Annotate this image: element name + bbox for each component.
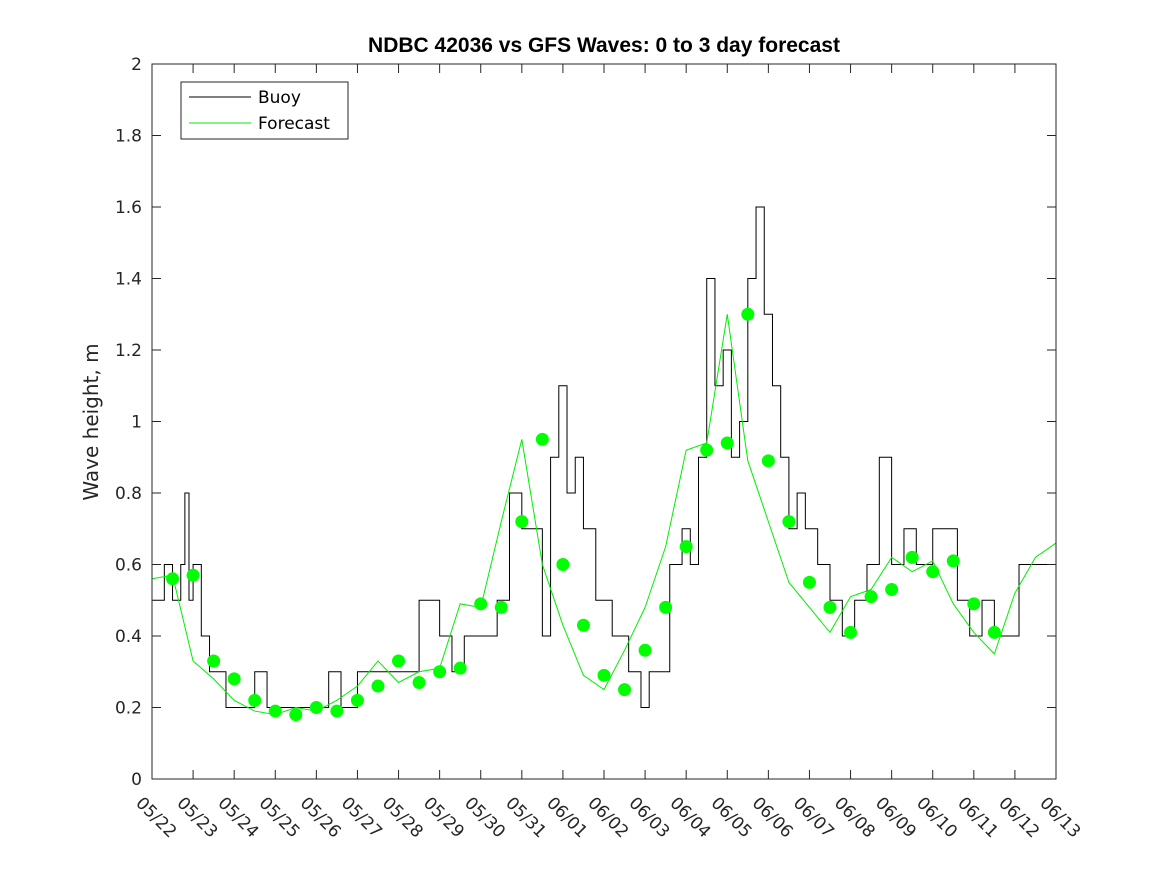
forecast-marker xyxy=(248,693,262,707)
chart-title: NDBC 42036 vs GFS Waves: 0 to 3 day fore… xyxy=(368,34,840,57)
forecast-marker xyxy=(350,693,364,707)
forecast-marker xyxy=(638,643,652,657)
forecast-marker xyxy=(556,558,570,571)
forecast-marker xyxy=(802,575,816,589)
forecast-marker xyxy=(782,515,796,529)
y-tick-label: 1 xyxy=(131,413,142,433)
forecast-marker xyxy=(844,625,858,639)
y-tick-label: 0.6 xyxy=(115,556,142,576)
forecast-marker xyxy=(371,679,385,693)
forecast-line xyxy=(151,314,1057,716)
forecast-marker xyxy=(186,568,200,582)
y-tick-label: 1.4 xyxy=(115,270,142,290)
buoy-line xyxy=(152,206,1056,708)
forecast-marker xyxy=(392,654,406,668)
forecast-marker xyxy=(864,590,878,604)
forecast-marker xyxy=(967,597,981,611)
forecast-marker xyxy=(515,515,529,529)
forecast-marker xyxy=(166,572,180,586)
forecast-marker xyxy=(659,600,673,614)
forecast-marker xyxy=(207,654,221,668)
forecast-marker xyxy=(618,683,632,697)
forecast-marker xyxy=(987,625,1001,639)
forecast-marker xyxy=(741,307,755,321)
forecast-marker xyxy=(535,432,549,446)
forecast-marker xyxy=(905,550,919,564)
forecast-marker xyxy=(700,443,714,457)
y-axis-label: Wave height, m xyxy=(79,343,103,500)
forecast-marker xyxy=(720,436,734,450)
forecast-marker xyxy=(289,708,303,722)
forecast-marker xyxy=(926,565,940,579)
forecast-marker xyxy=(474,597,488,611)
y-tick-label: 1.6 xyxy=(115,198,142,218)
forecast-marker xyxy=(227,672,241,686)
forecast-marker xyxy=(330,704,344,718)
y-tick-label: 1.8 xyxy=(115,127,142,147)
legend-forecast-label: Forecast xyxy=(258,114,330,134)
forecast-marker xyxy=(453,661,467,675)
y-tick-label: 1.2 xyxy=(115,341,142,361)
forecast-marker xyxy=(597,668,611,682)
y-tick-label: 0.2 xyxy=(115,699,142,719)
forecast-marker xyxy=(412,675,426,689)
legend-box xyxy=(180,81,349,140)
y-tick-label: 0.4 xyxy=(115,627,142,647)
forecast-marker xyxy=(268,704,282,718)
forecast-marker xyxy=(576,618,590,632)
forecast-marker xyxy=(309,701,323,714)
legend: Buoy Forecast xyxy=(180,81,349,140)
forecast-marker xyxy=(823,600,837,614)
legend-buoy-label: Buoy xyxy=(258,88,301,108)
forecast-marker xyxy=(679,540,693,554)
forecast-marker xyxy=(761,454,775,468)
plot-area xyxy=(151,206,1057,722)
y-tick-label: 0.8 xyxy=(115,484,142,504)
forecast-marker xyxy=(433,665,447,679)
y-tick-label: 2 xyxy=(131,55,142,75)
forecast-marker xyxy=(946,554,960,568)
y-tick-label: 0 xyxy=(131,770,142,790)
forecast-marker xyxy=(885,583,899,597)
forecast-marker xyxy=(494,600,508,614)
